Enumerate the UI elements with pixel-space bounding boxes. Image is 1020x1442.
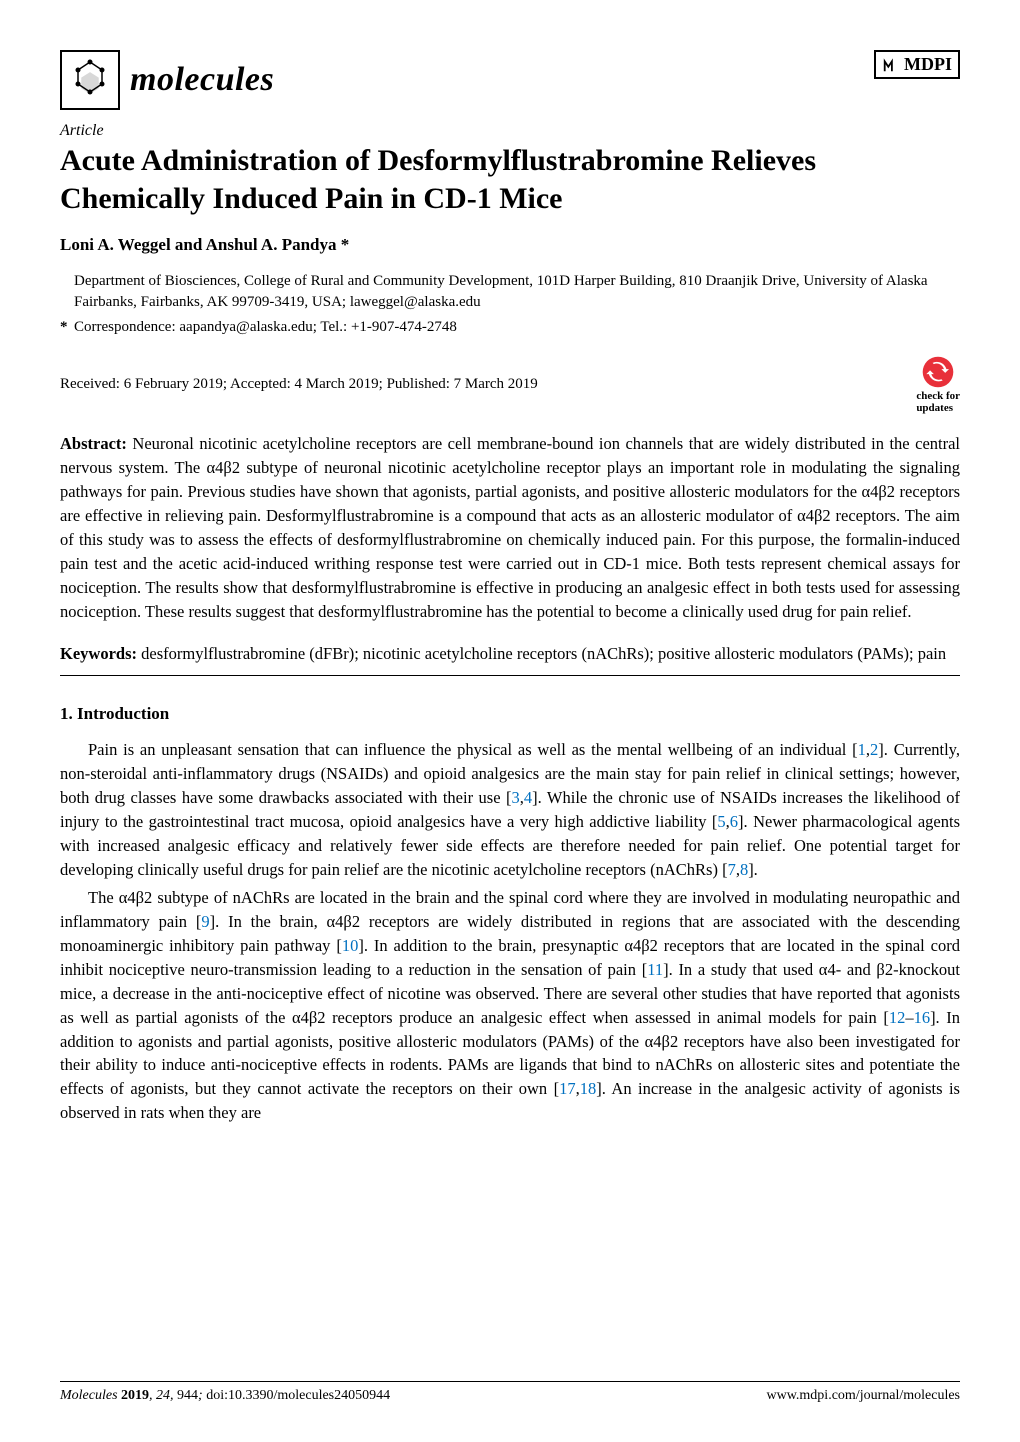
citation-link[interactable]: 18 bbox=[580, 1079, 597, 1098]
citation-link[interactable]: 3 bbox=[512, 788, 520, 807]
footer-citation: Molecules 2019, 24, 944; doi:10.3390/mol… bbox=[60, 1388, 390, 1404]
footer-doi: doi:10.3390/molecules24050944 bbox=[206, 1388, 390, 1403]
citation-link[interactable]: 4 bbox=[524, 788, 532, 807]
footer-page: 944 bbox=[177, 1388, 198, 1403]
check-updates-icon bbox=[920, 354, 956, 390]
keywords: Keywords: desformylflustrabromine (dFBr)… bbox=[60, 642, 960, 666]
abstract: Abstract: Neuronal nicotinic acetylcholi… bbox=[60, 432, 960, 623]
molecules-icon bbox=[60, 50, 120, 110]
citation-link[interactable]: 1 bbox=[858, 740, 866, 759]
publisher-logo[interactable]: MDPI bbox=[874, 50, 960, 79]
correspondence-text: Correspondence: aapandya@alaska.edu; Tel… bbox=[74, 319, 457, 335]
citation-link[interactable]: 5 bbox=[717, 812, 725, 831]
check-updates-line1: check for bbox=[916, 390, 960, 402]
authors: Loni A. Weggel and Anshul A. Pandya * bbox=[60, 235, 960, 255]
keywords-label: Keywords: bbox=[60, 644, 137, 663]
section-heading-introduction: 1. Introduction bbox=[60, 704, 960, 724]
footer-url[interactable]: www.mdpi.com/journal/molecules bbox=[767, 1388, 961, 1404]
footer-journal: Molecules bbox=[60, 1388, 118, 1403]
citation-link[interactable]: 8 bbox=[740, 860, 748, 879]
citation-link[interactable]: 6 bbox=[730, 812, 738, 831]
citation-link[interactable]: 7 bbox=[728, 860, 736, 879]
keywords-text: desformylflustrabromine (dFBr); nicotini… bbox=[141, 644, 946, 663]
page-footer: Molecules 2019, 24, 944; doi:10.3390/mol… bbox=[60, 1381, 960, 1404]
body-paragraph-2: The α4β2 subtype of nAChRs are located i… bbox=[60, 886, 960, 1125]
abstract-label: Abstract: bbox=[60, 434, 127, 453]
footer-year: 2019 bbox=[121, 1388, 149, 1403]
citation-link[interactable]: 10 bbox=[342, 936, 359, 955]
citation-link[interactable]: 12 bbox=[889, 1008, 906, 1027]
citation-link[interactable]: 9 bbox=[201, 912, 209, 931]
dates-row: Received: 6 February 2019; Accepted: 4 M… bbox=[60, 354, 960, 414]
body-paragraph-1: Pain is an unpleasant sensation that can… bbox=[60, 738, 960, 882]
citation-link[interactable]: 11 bbox=[647, 960, 663, 979]
affiliation: Department of Biosciences, College of Ru… bbox=[74, 271, 960, 313]
correspondence: *Correspondence: aapandya@alaska.edu; Te… bbox=[60, 317, 960, 338]
article-type: Article bbox=[60, 122, 960, 140]
journal-name: molecules bbox=[130, 61, 274, 99]
journal-logo: molecules bbox=[60, 50, 274, 110]
check-updates-text: check for updates bbox=[916, 390, 960, 414]
citation-link[interactable]: 17 bbox=[559, 1079, 576, 1098]
page-header: molecules MDPI bbox=[60, 50, 960, 110]
mdpi-icon bbox=[882, 56, 900, 74]
abstract-text: Neuronal nicotinic acetylcholine recepto… bbox=[60, 434, 960, 620]
section-divider bbox=[60, 675, 960, 676]
citation-link[interactable]: 16 bbox=[914, 1008, 931, 1027]
correspondence-star: * bbox=[60, 317, 74, 338]
footer-volume: 24 bbox=[156, 1388, 170, 1403]
check-for-updates-badge[interactable]: check for updates bbox=[916, 354, 960, 414]
publisher-label: MDPI bbox=[904, 54, 952, 75]
article-title: Acute Administration of Desformylflustra… bbox=[60, 142, 960, 217]
check-updates-line2: updates bbox=[916, 402, 953, 414]
publication-dates: Received: 6 February 2019; Accepted: 4 M… bbox=[60, 376, 538, 393]
citation-link[interactable]: 2 bbox=[870, 740, 878, 759]
